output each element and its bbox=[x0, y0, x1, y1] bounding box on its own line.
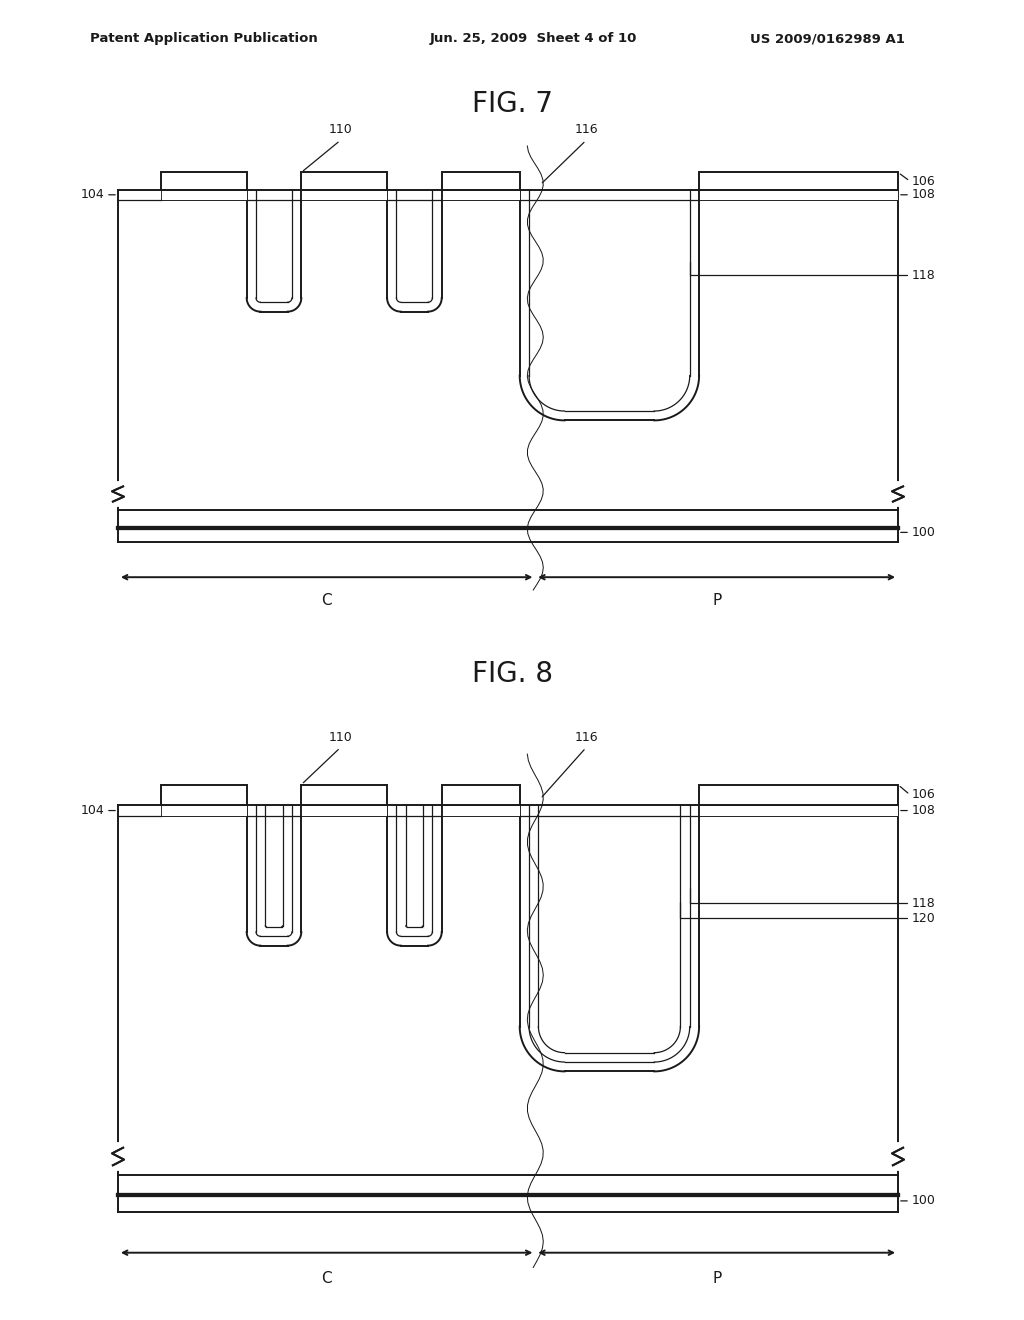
Text: 104: 104 bbox=[80, 189, 104, 201]
Text: 106: 106 bbox=[912, 174, 936, 187]
Polygon shape bbox=[387, 190, 441, 298]
Text: 100: 100 bbox=[912, 525, 936, 539]
Bar bbox=[161, 173, 247, 190]
Polygon shape bbox=[387, 805, 441, 945]
Bar bbox=[301, 805, 387, 816]
Text: 104: 104 bbox=[80, 804, 104, 817]
Text: 108: 108 bbox=[912, 189, 936, 201]
Text: 110: 110 bbox=[329, 731, 352, 743]
Polygon shape bbox=[520, 805, 699, 1072]
Text: C: C bbox=[322, 593, 332, 609]
Text: 118: 118 bbox=[912, 268, 936, 281]
Text: 108: 108 bbox=[912, 804, 936, 817]
Text: FIG. 7: FIG. 7 bbox=[471, 90, 553, 117]
Bar bbox=[161, 190, 247, 199]
Bar bbox=[301, 173, 387, 190]
Bar bbox=[699, 784, 898, 805]
Text: Patent Application Publication: Patent Application Publication bbox=[90, 32, 317, 45]
Bar bbox=[441, 805, 520, 816]
Bar bbox=[161, 784, 247, 805]
Text: P: P bbox=[712, 593, 721, 609]
Text: C: C bbox=[322, 1271, 332, 1286]
Bar bbox=[441, 784, 520, 805]
Bar bbox=[301, 784, 387, 805]
Polygon shape bbox=[387, 190, 441, 312]
Polygon shape bbox=[520, 190, 699, 420]
Bar bbox=[441, 190, 520, 199]
Text: P: P bbox=[712, 1271, 721, 1286]
Polygon shape bbox=[520, 805, 699, 1027]
Polygon shape bbox=[247, 805, 301, 945]
Polygon shape bbox=[387, 805, 441, 932]
Polygon shape bbox=[247, 805, 301, 932]
Polygon shape bbox=[520, 190, 699, 376]
Bar bbox=[301, 190, 387, 199]
Bar bbox=[161, 805, 247, 816]
Bar bbox=[441, 173, 520, 190]
Text: 110: 110 bbox=[329, 123, 352, 136]
Polygon shape bbox=[247, 190, 301, 298]
Text: 106: 106 bbox=[912, 788, 936, 801]
Text: 120: 120 bbox=[912, 912, 936, 925]
Text: US 2009/0162989 A1: US 2009/0162989 A1 bbox=[750, 32, 905, 45]
Text: FIG. 8: FIG. 8 bbox=[471, 660, 553, 688]
Text: Jun. 25, 2009  Sheet 4 of 10: Jun. 25, 2009 Sheet 4 of 10 bbox=[430, 32, 637, 45]
Text: 116: 116 bbox=[574, 731, 598, 743]
Text: 118: 118 bbox=[912, 896, 936, 909]
Text: 116: 116 bbox=[574, 123, 598, 136]
Bar bbox=[699, 805, 898, 816]
Bar bbox=[699, 190, 898, 199]
Text: 100: 100 bbox=[912, 1195, 936, 1208]
Bar bbox=[699, 173, 898, 190]
Polygon shape bbox=[247, 190, 301, 312]
